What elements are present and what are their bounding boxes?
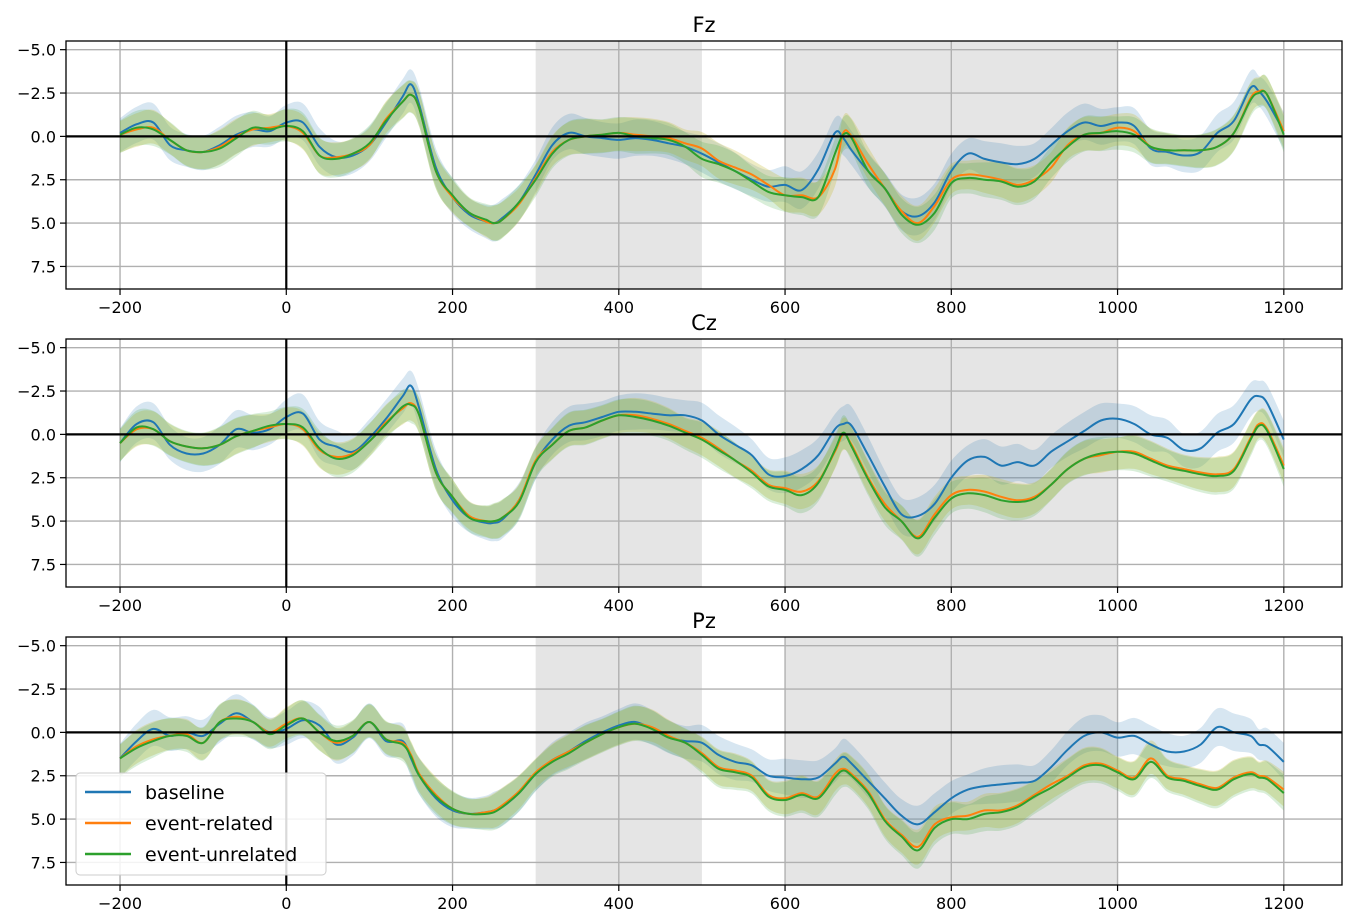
- y-tick-label: 5.0: [31, 810, 56, 829]
- axes-frame: [65, 338, 1343, 588]
- axes-frame: [65, 636, 1343, 886]
- series-line-event-unrelated: [119, 89, 1285, 226]
- x-tick-label: 1000: [1097, 894, 1138, 913]
- legend: baseline event-related event-unrelated: [75, 772, 327, 876]
- y-tick-label: 0.0: [31, 127, 56, 146]
- legend-label-event-unrelated: event-unrelated: [145, 844, 297, 866]
- band-event-unrelated: [120, 699, 1284, 869]
- legend-label-event-related: event-related: [145, 813, 273, 835]
- series-line-baseline: [119, 384, 1285, 525]
- y-tick-label: 5.0: [31, 512, 56, 531]
- band-baseline: [120, 694, 1284, 844]
- x-tick-label: 600: [770, 596, 801, 615]
- x-tick-label: −200: [98, 596, 142, 615]
- y-tick-label: 7.5: [31, 257, 56, 276]
- y-tick-label: −2.5: [17, 382, 56, 401]
- panel-pz: −200 0 200 400 600 800 1000 1200 −5.0 −2.5 0.0 2.5 5…: [17, 609, 1343, 913]
- panel-fz: −200 0 200 400 600 800 1000 1200 −5.0 −2.5 0.0 2.5 5…: [17, 13, 1343, 317]
- x-tick-label: 1200: [1263, 894, 1304, 913]
- x-tick-label: 400: [604, 596, 635, 615]
- x-tick-label: 400: [604, 894, 635, 913]
- x-tick-label: 1200: [1263, 596, 1304, 615]
- x-tick-label: 200: [437, 596, 468, 615]
- series-line-baseline: [119, 83, 1285, 225]
- legend-box: [75, 772, 327, 876]
- x-tick-label: −200: [98, 298, 142, 317]
- x-tick-label: 800: [936, 894, 967, 913]
- x-tick-label: 600: [770, 298, 801, 317]
- band-baseline: [120, 69, 1284, 242]
- x-tick-label: −200: [98, 894, 142, 913]
- x-tick-label: 200: [437, 298, 468, 317]
- band-event-unrelated: [120, 388, 1284, 557]
- y-tick-label: 2.5: [31, 171, 56, 190]
- band-event-related: [120, 389, 1284, 555]
- x-tick-label: 0: [281, 596, 291, 615]
- y-tick-label: 7.5: [31, 555, 56, 574]
- y-tick-label: −5.0: [17, 339, 56, 358]
- x-tick-label: 800: [936, 298, 967, 317]
- y-tick-label: 0.0: [31, 723, 56, 742]
- panel-cz: −200 0 200 400 600 800 1000 1200 −5.0 −2.5 0.0 2.5 5…: [17, 311, 1343, 615]
- x-tick-label: 1000: [1097, 596, 1138, 615]
- y-tick-label: 7.5: [31, 853, 56, 872]
- series-line-event-unrelated: [119, 403, 1285, 540]
- x-tick-label: 200: [437, 894, 468, 913]
- x-tick-label: 400: [604, 298, 635, 317]
- band-event-related: [120, 698, 1284, 865]
- axes-frame: [65, 40, 1343, 290]
- y-tick-label: −2.5: [17, 84, 56, 103]
- x-tick-label: 600: [770, 894, 801, 913]
- y-tick-label: 0.0: [31, 425, 56, 444]
- y-tick-label: 2.5: [31, 767, 56, 786]
- y-tick-label: 2.5: [31, 469, 56, 488]
- y-tick-label: −5.0: [17, 637, 56, 656]
- panel-title: Pz: [692, 609, 716, 633]
- y-tick-label: 5.0: [31, 214, 56, 233]
- x-tick-label: 1200: [1263, 298, 1304, 317]
- x-tick-label: 0: [281, 298, 291, 317]
- series-line-event-unrelated: [119, 717, 1285, 852]
- x-tick-label: 1000: [1097, 298, 1138, 317]
- y-tick-label: −2.5: [17, 680, 56, 699]
- panel-title: Cz: [691, 311, 717, 335]
- legend-label-baseline: baseline: [145, 782, 225, 804]
- y-tick-label: −5.0: [17, 41, 56, 60]
- panel-title: Fz: [692, 13, 715, 37]
- x-tick-label: 800: [936, 596, 967, 615]
- x-tick-label: 0: [281, 894, 291, 913]
